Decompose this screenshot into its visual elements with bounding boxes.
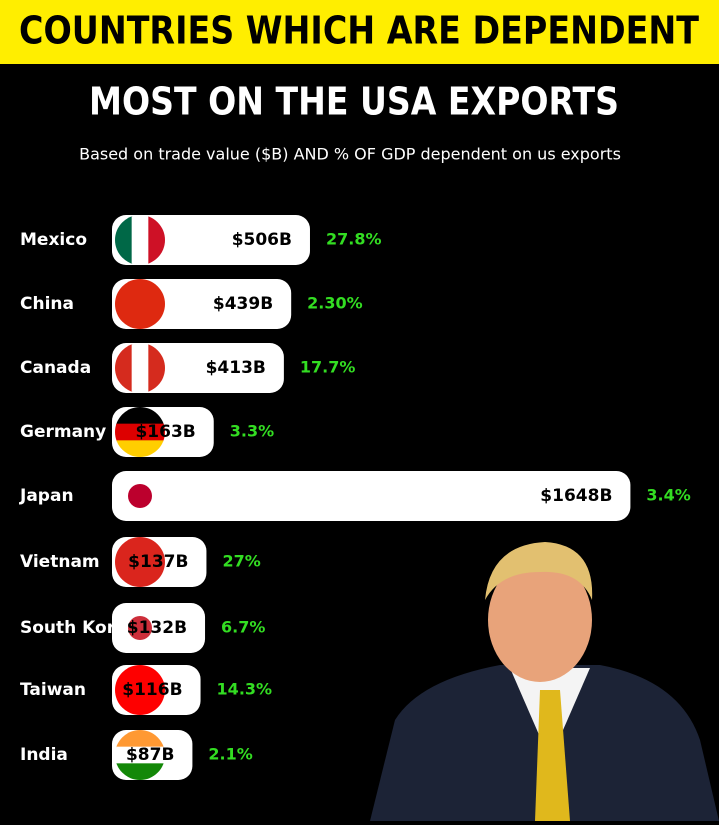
category-label: Japan (19, 486, 74, 506)
chart-description: Based on trade value ($B) AND % OF GDP d… (79, 145, 621, 164)
bar (112, 471, 631, 521)
gdp-share-label: 17.7% (300, 358, 356, 377)
flag (115, 407, 165, 457)
value-label: $413B (206, 358, 266, 378)
person-silhouette (370, 542, 719, 821)
flag (115, 603, 165, 653)
flag-field (115, 665, 165, 715)
gdp-share-label: 2.1% (208, 745, 252, 764)
category-label: Mexico (20, 230, 87, 250)
flag (115, 343, 165, 393)
category-label: South Korea (20, 618, 138, 638)
value-label: $116B (122, 680, 182, 700)
gdp-share-label: 2.30% (307, 294, 363, 313)
chart-subtitle: MOST ON THE USA EXPORTS (89, 80, 619, 124)
flag-stripe (115, 440, 165, 457)
category-label: India (20, 745, 68, 765)
flag-stripe (148, 215, 165, 265)
flag-stripe (115, 343, 133, 393)
category-label: Germany (20, 422, 106, 442)
gdp-share-label: 14.3% (217, 680, 273, 699)
value-label: $506B (232, 230, 292, 250)
flag-disc (128, 484, 152, 508)
value-label: $132B (127, 618, 187, 638)
gdp-share-label: 3.3% (230, 422, 274, 441)
gdp-share-label: 27.8% (326, 230, 382, 249)
chart-title: COUNTRIES WHICH ARE DEPENDENT (19, 9, 699, 53)
flag-field (115, 279, 165, 329)
flag (115, 665, 165, 715)
flag-stripe (115, 730, 165, 748)
flag-stripe (115, 763, 165, 780)
category-label: Taiwan (20, 680, 86, 700)
value-label: $137B (128, 552, 188, 572)
flag-stripe (115, 407, 165, 425)
flag (115, 730, 165, 780)
gdp-share-label: 27% (222, 552, 260, 571)
flag-stripe (131, 215, 150, 265)
title-banner (0, 0, 719, 64)
flag-disc (128, 616, 152, 640)
flag (115, 215, 165, 265)
flag-stripe (131, 343, 150, 393)
flag-field (115, 537, 165, 587)
flag (115, 471, 165, 521)
flag (115, 537, 165, 587)
category-label: China (20, 294, 74, 314)
value-label: $439B (213, 294, 273, 314)
value-label: $1648B (540, 486, 612, 506)
flag-stripe (115, 423, 165, 442)
value-label: $87B (126, 745, 174, 765)
gdp-share-label: 3.4% (646, 486, 690, 505)
flag-stripe (148, 343, 165, 393)
value-label: $163B (135, 422, 195, 442)
category-label: Canada (20, 358, 91, 378)
category-label: Vietnam (20, 552, 100, 572)
flag (115, 279, 165, 329)
flag-stripe (115, 215, 133, 265)
flag-stripe (115, 746, 165, 765)
gdp-share-label: 6.7% (221, 618, 265, 637)
